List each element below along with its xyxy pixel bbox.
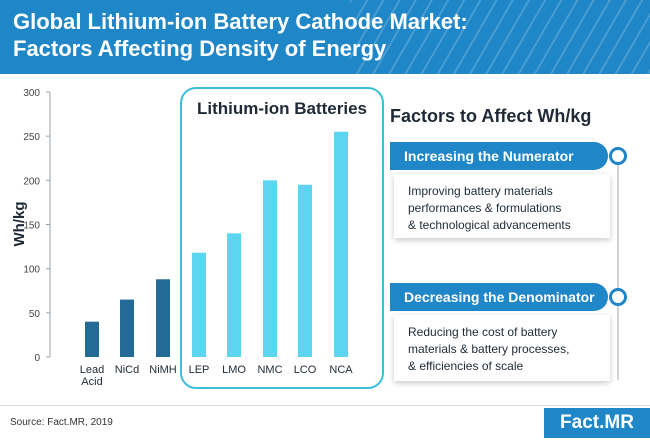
factors-title: Factors to Affect Wh/kg xyxy=(390,106,592,126)
bar xyxy=(334,131,348,357)
timeline-node-icon xyxy=(609,288,627,306)
footer-divider xyxy=(0,405,650,406)
lithium-ion-group-label: Lithium-ion Batteries xyxy=(196,99,367,118)
y-tick-label: 200 xyxy=(23,176,40,187)
title-line-2: Factors Affecting Density of Energy xyxy=(13,36,387,61)
factor-text-line: materials & battery processes, xyxy=(408,342,570,356)
y-tick-label: 0 xyxy=(34,353,40,364)
factor-card-numerator: Improving battery materials performances… xyxy=(394,174,610,238)
x-tick-label: NiMH xyxy=(149,364,177,376)
factor-text-line: & efficiencies of scale xyxy=(408,359,524,373)
y-tick-label: 50 xyxy=(29,309,41,320)
x-tick-label: NCA xyxy=(329,364,353,376)
y-tick-label: 100 xyxy=(23,265,40,276)
factor-label-denominator: Decreasing the Denominator xyxy=(390,283,608,311)
bar xyxy=(227,233,241,357)
x-tick-label: Acid xyxy=(81,376,102,388)
y-tick-label: 150 xyxy=(23,221,40,232)
header-banner: Global Lithium-ion Battery Cathode Marke… xyxy=(0,0,650,74)
x-tick-label: LEP xyxy=(189,364,210,376)
factor-card-denominator: Reducing the cost of battery materials &… xyxy=(394,315,610,381)
y-tick-label: 300 xyxy=(23,88,40,99)
timeline-node-icon xyxy=(609,147,627,165)
x-tick-label: Lead xyxy=(80,364,104,376)
bar xyxy=(263,180,277,357)
x-tick-label: NMC xyxy=(257,364,282,376)
x-tick-label: NiCd xyxy=(115,364,139,376)
timeline-line xyxy=(617,160,619,380)
bar xyxy=(85,321,99,357)
factor-text-line: & technological advancements xyxy=(408,218,571,232)
y-tick-label: 250 xyxy=(23,132,40,143)
x-tick-label: LCO xyxy=(294,364,317,376)
lithium-ion-group-box xyxy=(180,87,384,389)
title-line-1: Global Lithium-ion Battery Cathode Marke… xyxy=(13,9,468,34)
factor-text-line: Improving battery materials xyxy=(408,184,553,198)
factor-label-numerator: Increasing the Numerator xyxy=(390,142,608,170)
factor-text-line: performances & formulations xyxy=(408,201,562,215)
x-tick-label: LMO xyxy=(222,364,246,376)
source-note: Source: Fact.MR, 2019 xyxy=(10,417,113,428)
bar xyxy=(156,279,170,357)
bar xyxy=(120,299,134,357)
factor-text-line: Reducing the cost of battery xyxy=(408,325,558,339)
bar xyxy=(192,252,206,357)
brand-logo: Fact.MR xyxy=(544,408,650,438)
bar xyxy=(298,184,312,357)
page-title: Global Lithium-ion Battery Cathode Marke… xyxy=(13,8,468,62)
banner-pattern xyxy=(350,0,650,74)
y-axis-title: Wh/kg xyxy=(11,202,28,247)
